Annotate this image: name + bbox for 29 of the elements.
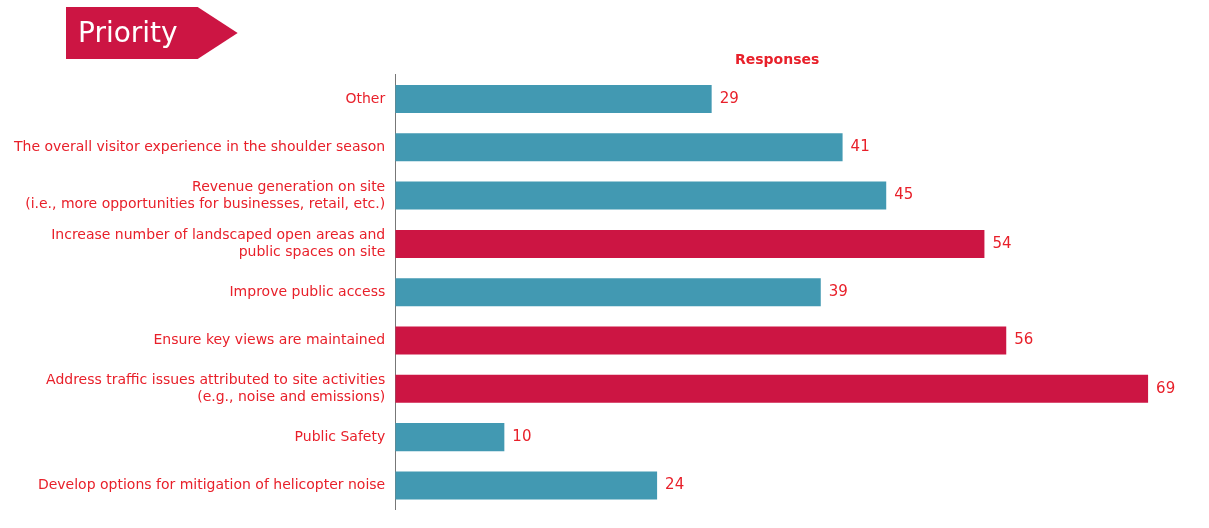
bar (395, 326, 1007, 355)
y-tick-label: Develop options for mitigation of helicopter noise (37, 476, 386, 493)
y-tick-label: Other (345, 89, 386, 106)
y-tick-label: The overall visitor experience in the shoulder season (12, 137, 386, 154)
text: Priority (66, 7, 238, 59)
bar (395, 471, 658, 500)
y-tick-label: Public Safety (294, 427, 386, 444)
bar (395, 229, 985, 258)
data-label: 69 (1156, 378, 1176, 397)
y-tick-label: Increase number of landscaped open areas and public spaces on site (51, 226, 386, 259)
bar (395, 84, 712, 113)
bar (395, 374, 1149, 403)
y-tick-label: Revenue generation on site (i.e., more opportunities for businesses, retail, etc.) (25, 177, 386, 211)
bar (395, 278, 821, 307)
bar (395, 423, 505, 452)
y-tick-label: Improve public access (229, 282, 386, 299)
y-tick-label: Address traffic issues attributed to site activities (e.g., noise and emissions) (46, 371, 386, 404)
data-label: 45 (894, 185, 914, 204)
bar (395, 133, 843, 162)
data-label: 10 (512, 427, 532, 446)
data-label: 41 (850, 137, 870, 156)
y-tick-label: Ensure key views are maintained (153, 331, 386, 348)
data-label: 39 (828, 282, 848, 301)
data-label: 24 (665, 475, 685, 494)
bar (395, 181, 887, 210)
data-label: 56 (1014, 330, 1034, 349)
data-label: 54 (992, 233, 1012, 252)
data-label: 29 (719, 88, 739, 107)
x-axis-title: Responses (734, 51, 820, 68)
